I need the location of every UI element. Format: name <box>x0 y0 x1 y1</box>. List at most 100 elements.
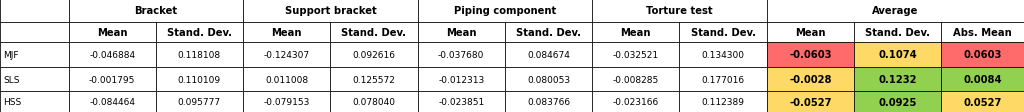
Text: 0.083766: 0.083766 <box>527 97 570 106</box>
Bar <box>0 92 69 112</box>
Bar <box>69 92 156 112</box>
Bar <box>593 67 679 92</box>
Bar <box>767 92 854 112</box>
Bar <box>244 22 330 43</box>
Bar <box>330 43 418 67</box>
Bar <box>505 67 593 92</box>
Bar <box>0 92 69 112</box>
Text: 0.112389: 0.112389 <box>701 97 744 106</box>
Text: 0.134300: 0.134300 <box>701 51 744 59</box>
Bar <box>330 43 418 67</box>
Bar <box>69 67 156 92</box>
Bar <box>854 0 941 22</box>
Bar <box>679 43 767 67</box>
Bar <box>156 67 244 92</box>
Bar <box>505 43 593 67</box>
Bar <box>418 92 505 112</box>
Bar <box>941 22 1024 43</box>
Text: 0.0925: 0.0925 <box>879 97 916 107</box>
Text: -0.032521: -0.032521 <box>612 51 658 59</box>
Bar <box>593 92 679 112</box>
Bar <box>679 0 767 22</box>
Bar <box>767 22 854 43</box>
Bar <box>244 67 330 92</box>
Text: Mean: Mean <box>446 28 476 38</box>
Text: Mean: Mean <box>271 28 302 38</box>
Text: HSS: HSS <box>3 97 22 106</box>
Text: Average: Average <box>872 6 919 16</box>
Bar <box>941 22 1024 43</box>
Text: 0.1232: 0.1232 <box>879 74 916 84</box>
Text: Stand. Dev.: Stand. Dev. <box>341 28 407 38</box>
Bar <box>156 43 244 67</box>
Text: 0.080053: 0.080053 <box>527 75 570 84</box>
Bar <box>767 92 854 112</box>
Bar <box>854 67 941 92</box>
Bar <box>593 43 679 67</box>
Bar <box>69 0 244 22</box>
Bar <box>0 22 69 43</box>
Bar <box>854 92 941 112</box>
Bar <box>679 43 767 67</box>
Text: 0.095777: 0.095777 <box>178 97 221 106</box>
Text: 0.177016: 0.177016 <box>701 75 744 84</box>
Bar <box>330 0 418 22</box>
Bar <box>593 43 679 67</box>
Text: 0.0527: 0.0527 <box>964 97 1001 107</box>
Text: -0.084464: -0.084464 <box>89 97 135 106</box>
Text: 0.118108: 0.118108 <box>178 51 221 59</box>
Bar <box>593 22 679 43</box>
Text: 0.125572: 0.125572 <box>352 75 395 84</box>
Bar <box>69 43 156 67</box>
Text: -0.008285: -0.008285 <box>612 75 658 84</box>
Bar <box>418 43 505 67</box>
Bar <box>505 43 593 67</box>
Text: -0.037680: -0.037680 <box>438 51 484 59</box>
Text: Stand. Dev.: Stand. Dev. <box>865 28 930 38</box>
Bar <box>679 67 767 92</box>
Bar <box>767 0 854 22</box>
Text: Abs. Mean: Abs. Mean <box>953 28 1012 38</box>
Text: 0.011008: 0.011008 <box>265 75 308 84</box>
Bar <box>244 0 330 22</box>
Text: Bracket: Bracket <box>134 6 177 16</box>
Bar <box>941 92 1024 112</box>
Bar <box>854 43 941 67</box>
Text: -0.012313: -0.012313 <box>438 75 484 84</box>
Bar <box>0 0 69 22</box>
Text: -0.023851: -0.023851 <box>438 97 484 106</box>
Bar <box>767 67 854 92</box>
Bar <box>593 67 679 92</box>
Text: -0.023166: -0.023166 <box>612 97 658 106</box>
Bar <box>941 67 1024 92</box>
Bar <box>330 67 418 92</box>
Bar <box>244 0 418 22</box>
Bar <box>593 0 679 22</box>
Bar <box>244 92 330 112</box>
Bar <box>0 22 69 43</box>
Bar <box>505 67 593 92</box>
Bar <box>69 0 156 22</box>
Text: 0.0603: 0.0603 <box>964 50 1001 60</box>
Text: 0.0084: 0.0084 <box>964 74 1002 84</box>
Bar <box>505 22 593 43</box>
Bar <box>156 22 244 43</box>
Bar <box>505 92 593 112</box>
Bar <box>941 43 1024 67</box>
Bar <box>418 0 505 22</box>
Text: MJF: MJF <box>3 51 18 59</box>
Bar <box>679 67 767 92</box>
Text: -0.124307: -0.124307 <box>263 51 309 59</box>
Bar <box>854 92 941 112</box>
Text: -0.001795: -0.001795 <box>89 75 135 84</box>
Bar <box>505 22 593 43</box>
Bar <box>69 22 156 43</box>
Text: -0.0527: -0.0527 <box>790 97 831 107</box>
Bar <box>156 92 244 112</box>
Text: 0.110109: 0.110109 <box>178 75 221 84</box>
Text: Stand. Dev.: Stand. Dev. <box>167 28 231 38</box>
Bar <box>505 0 593 22</box>
Bar <box>69 43 156 67</box>
Text: -0.046884: -0.046884 <box>89 51 135 59</box>
Bar <box>679 92 767 112</box>
